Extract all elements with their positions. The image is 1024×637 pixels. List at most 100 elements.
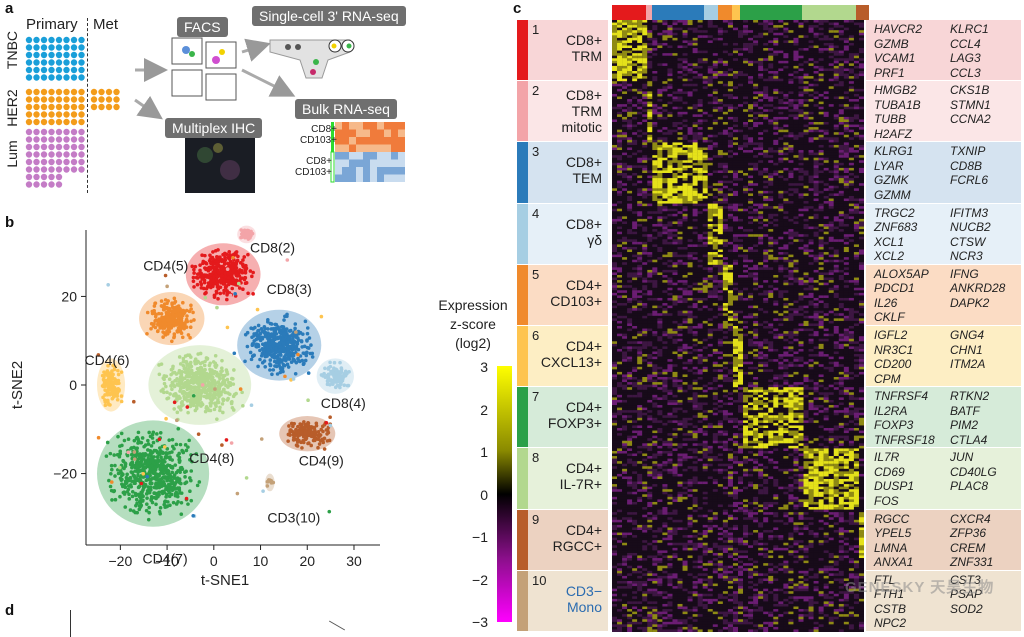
heatmap-cell	[667, 104, 673, 107]
tsne-point	[185, 405, 190, 409]
heatmap-cell	[732, 119, 739, 123]
heatmap-cell	[632, 40, 638, 44]
cluster-name-line: CD4+	[565, 460, 602, 477]
tsne-point	[198, 263, 202, 267]
heatmap-cell	[677, 101, 683, 105]
heatmap-cell	[788, 50, 794, 54]
heatmap-cell	[858, 30, 864, 34]
heatmap-cell	[702, 96, 708, 100]
heatmap-cell	[652, 78, 658, 82]
tsne-point	[203, 260, 208, 265]
heatmap-cell	[662, 91, 668, 95]
y-tick-label: 0	[69, 377, 77, 393]
heatmap-cell	[627, 109, 633, 113]
heatmap-cell	[612, 20, 618, 23]
heatmap-cell	[652, 25, 658, 28]
heatmap-cell	[637, 86, 643, 90]
heatmap-cell	[642, 35, 648, 39]
heatmap-cell	[662, 53, 668, 56]
heatmap-cell	[848, 37, 854, 41]
tsne-point	[290, 333, 294, 337]
heatmap-cell	[838, 86, 844, 90]
sample-dot	[78, 166, 85, 173]
heatmap-cell	[682, 30, 688, 34]
heatmap-cell	[727, 68, 734, 72]
heatmap-cell	[783, 78, 789, 82]
tsne-point	[169, 492, 174, 497]
heatmap-cell	[798, 27, 804, 31]
tsne-point	[182, 366, 187, 371]
tsne-point	[158, 480, 163, 484]
heatmap-cell	[848, 91, 854, 95]
tsne-point	[192, 318, 196, 322]
heatmap-cell	[707, 73, 713, 77]
heatmap-cell	[813, 45, 819, 49]
tsne-point	[180, 335, 185, 340]
heatmap-cell	[803, 83, 809, 87]
cluster-name-box: 6 CD4+ CXCL13+	[528, 326, 608, 388]
heatmap-cell	[853, 65, 860, 69]
heatmap-cell	[833, 65, 839, 69]
tsne-point	[289, 428, 293, 432]
sample-dot	[40, 88, 48, 96]
heatmap-cell	[717, 53, 723, 56]
heatmap-cell	[738, 48, 744, 51]
heatmap-cell	[848, 73, 854, 77]
heatmap-cell	[838, 73, 844, 77]
tsne-point	[123, 464, 128, 469]
heatmap-cell	[738, 22, 744, 26]
heatmap-cell	[662, 78, 668, 82]
sample-dot	[55, 166, 63, 173]
tsne-point	[179, 401, 184, 405]
heatmap-cell	[833, 86, 839, 90]
heatmap-cell	[662, 58, 668, 62]
tsne-point	[264, 334, 268, 339]
heatmap-cell	[748, 111, 754, 115]
tsne-point	[123, 461, 127, 465]
tsne-point	[171, 312, 176, 317]
heatmap-cell	[657, 119, 663, 123]
heatmap-cell	[727, 25, 734, 28]
heatmap-cell	[667, 106, 673, 110]
sample-dot	[40, 173, 48, 181]
tsne-point	[259, 326, 264, 331]
heatmap-cell	[773, 20, 779, 23]
heatmap-cell	[743, 101, 749, 105]
heatmap-cell	[743, 81, 749, 85]
heatmap-cell	[717, 45, 723, 49]
tsne-point	[164, 495, 168, 499]
heatmap-cell	[707, 55, 713, 59]
tsne-point	[216, 248, 220, 252]
heatmap-cell	[788, 83, 794, 87]
heatmap-cell	[823, 78, 829, 82]
heatmap-cell	[687, 68, 693, 72]
heatmap-cell	[622, 83, 628, 87]
heatmap-cell	[848, 114, 854, 118]
heatmap-cell	[773, 78, 779, 82]
tsne-point	[311, 425, 316, 430]
heatmap-cell	[773, 68, 779, 72]
heatmap-cell	[657, 53, 663, 56]
tsne-point	[199, 286, 204, 290]
tsne-point	[154, 432, 159, 436]
cluster-number: 2	[532, 83, 540, 99]
heatmap-cell	[687, 109, 693, 113]
tsne-point	[170, 458, 174, 462]
heatmap-cell	[853, 40, 860, 44]
cluster-color-strip	[517, 509, 528, 571]
heatmap-cell	[712, 37, 718, 41]
cluster-number: 7	[532, 389, 540, 405]
sample-dot	[48, 59, 55, 66]
heatmap-cell	[717, 55, 723, 59]
heatmap-cell	[738, 73, 744, 77]
heatmap-cell	[647, 68, 653, 72]
heatmap-cell	[758, 45, 764, 49]
heatmap-cell	[692, 45, 698, 49]
heatmap-cell	[712, 99, 718, 102]
heatmap-cell	[813, 76, 819, 79]
heatmap-cell	[727, 81, 734, 85]
tsne-point	[184, 374, 189, 379]
heatmap-cell	[748, 53, 754, 56]
heatmap-cell	[687, 22, 693, 26]
heatmap-cell	[778, 50, 784, 54]
